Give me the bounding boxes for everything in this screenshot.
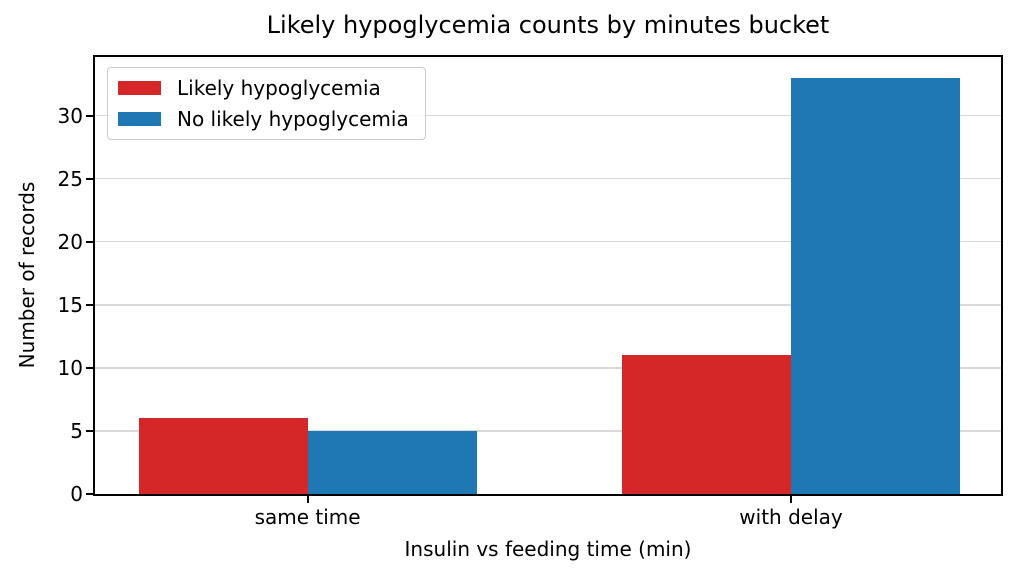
bar-no-likely-hypoglycemia-with-delay <box>791 77 960 494</box>
legend: Likely hypoglycemia No likely hypoglycemi… <box>107 67 426 140</box>
x-tick-label-with-delay: with delay <box>739 505 843 529</box>
legend-item-no-likely-hypoglycemia: No likely hypoglycemia <box>118 107 409 131</box>
legend-swatch-likely-hypoglycemia <box>118 81 161 95</box>
y-tick-mark-10 <box>86 366 93 369</box>
grid-line-y-10 <box>95 367 1001 369</box>
bar-likely-hypoglycemia-same-time <box>138 418 308 494</box>
grid-line-y-25 <box>95 178 1001 180</box>
x-tick-mark-with-delay <box>790 496 792 503</box>
x-tick-label-same-time: same time <box>254 505 361 529</box>
y-tick-mark-15 <box>86 303 93 306</box>
y-tick-label-5: 5 <box>70 418 83 443</box>
chart-title: Likely hypoglycemia counts by minutes bu… <box>266 11 830 39</box>
y-tick-label-20: 20 <box>57 229 83 254</box>
legend-label-likely-hypoglycemia: Likely hypoglycemia <box>177 76 381 100</box>
grid-line-y-15 <box>95 304 1001 306</box>
x-axis-label: Insulin vs feeding time (min) <box>404 537 692 561</box>
legend-item-likely-hypoglycemia: Likely hypoglycemia <box>118 76 409 100</box>
grid-line-y-20 <box>95 241 1001 243</box>
y-tick-mark-20 <box>86 240 93 243</box>
y-axis-label: Number of records <box>15 181 39 369</box>
y-tick-mark-0 <box>86 493 93 495</box>
y-tick-mark-30 <box>86 114 93 117</box>
grid-line-y-30 <box>95 114 1001 117</box>
y-tick-mark-5 <box>86 429 93 432</box>
legend-swatch-no-likely-hypoglycemia <box>118 112 161 126</box>
y-tick-label-25: 25 <box>57 166 83 191</box>
grid-line-y-5 <box>95 430 1001 432</box>
y-tick-mark-25 <box>86 177 93 180</box>
x-tick-mark-same-time <box>306 496 309 503</box>
y-tick-label-30: 30 <box>57 103 83 128</box>
y-tick-label-0: 0 <box>70 482 83 506</box>
bar-no-likely-hypoglycemia-same-time <box>307 430 477 494</box>
legend-label-no-likely-hypoglycemia: No likely hypoglycemia <box>177 107 409 131</box>
y-tick-label-10: 10 <box>57 355 83 380</box>
y-tick-label-15: 15 <box>57 292 83 317</box>
bar-likely-hypoglycemia-with-delay <box>622 355 791 494</box>
plot-area: Likely hypoglycemia No likely hypoglycemi… <box>58 55 1003 529</box>
